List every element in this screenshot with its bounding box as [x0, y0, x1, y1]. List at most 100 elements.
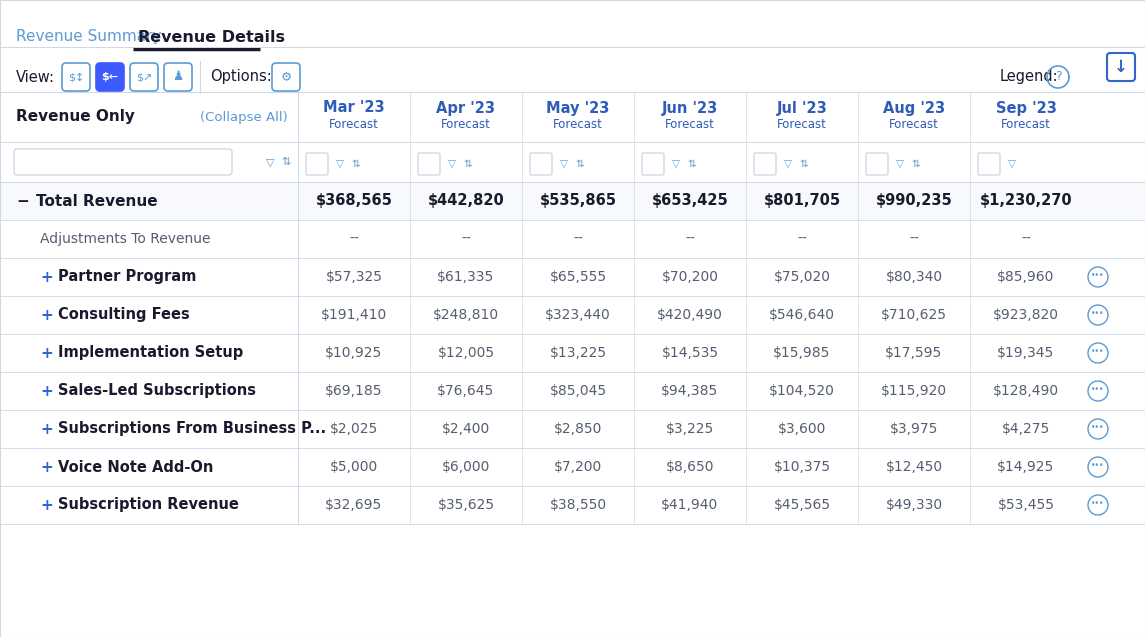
Text: Sep '23: Sep '23 [995, 101, 1057, 115]
Text: Mar '23: Mar '23 [323, 101, 385, 115]
Text: Voice Note Add-On: Voice Note Add-On [58, 459, 213, 475]
FancyBboxPatch shape [418, 153, 440, 175]
Text: ⇅: ⇅ [911, 159, 921, 169]
Text: Implementation Setup: Implementation Setup [58, 345, 243, 361]
Text: $990,235: $990,235 [876, 194, 953, 208]
Text: $61,335: $61,335 [437, 270, 495, 284]
Text: $191,410: $191,410 [321, 308, 387, 322]
Text: $3,975: $3,975 [890, 422, 938, 436]
Text: ▽: ▽ [266, 157, 275, 167]
Text: $2,025: $2,025 [330, 422, 378, 436]
Text: --: -- [909, 232, 919, 246]
FancyBboxPatch shape [0, 182, 1145, 220]
Text: $653,425: $653,425 [652, 194, 728, 208]
Text: $12,450: $12,450 [885, 460, 942, 474]
FancyBboxPatch shape [866, 153, 889, 175]
Text: ▽: ▽ [672, 159, 680, 169]
Text: $↕: $↕ [68, 72, 85, 82]
Text: $12,005: $12,005 [437, 346, 495, 360]
Text: $38,550: $38,550 [550, 498, 607, 512]
Text: ?: ? [1055, 71, 1061, 83]
Text: Partner Program: Partner Program [58, 269, 197, 285]
Text: +: + [40, 497, 53, 513]
Text: Legend:: Legend: [1000, 69, 1059, 85]
Text: $32,695: $32,695 [325, 498, 382, 512]
Text: ▽: ▽ [897, 159, 905, 169]
Text: Apr '23: Apr '23 [436, 101, 496, 115]
Text: Forecast: Forecast [665, 118, 714, 131]
Text: $49,330: $49,330 [885, 498, 942, 512]
FancyBboxPatch shape [0, 92, 1145, 142]
Text: ↓: ↓ [1114, 58, 1128, 76]
Text: ▽: ▽ [335, 159, 343, 169]
Text: +: + [40, 422, 53, 436]
Text: $53,455: $53,455 [997, 498, 1055, 512]
Text: --: -- [349, 232, 358, 246]
FancyBboxPatch shape [755, 153, 776, 175]
Text: $15,985: $15,985 [773, 346, 830, 360]
Text: Forecast: Forecast [1001, 118, 1051, 131]
Text: $7,200: $7,200 [554, 460, 602, 474]
Text: ▽: ▽ [784, 159, 792, 169]
Text: Options:: Options: [210, 69, 271, 85]
Text: $5,000: $5,000 [330, 460, 378, 474]
Text: $10,925: $10,925 [325, 346, 382, 360]
FancyBboxPatch shape [978, 153, 1000, 175]
Text: Revenue Details: Revenue Details [139, 29, 285, 45]
Text: $85,960: $85,960 [997, 270, 1055, 284]
Text: $2,400: $2,400 [442, 422, 490, 436]
Text: $546,640: $546,640 [769, 308, 835, 322]
Text: $69,185: $69,185 [325, 384, 382, 398]
Text: $1,230,270: $1,230,270 [980, 194, 1073, 208]
Text: Forecast: Forecast [777, 118, 827, 131]
Text: •••: ••• [1091, 348, 1105, 357]
Text: Jul '23: Jul '23 [776, 101, 828, 115]
Text: ⇅: ⇅ [688, 159, 696, 169]
Text: $801,705: $801,705 [764, 194, 840, 208]
Text: $14,535: $14,535 [662, 346, 719, 360]
FancyBboxPatch shape [96, 63, 124, 91]
Text: ♟: ♟ [173, 71, 183, 83]
Text: Forecast: Forecast [553, 118, 603, 131]
Text: (Collapse All): (Collapse All) [200, 110, 289, 124]
FancyBboxPatch shape [14, 149, 232, 175]
Text: $104,520: $104,520 [769, 384, 835, 398]
Text: +: + [40, 383, 53, 399]
Text: $94,385: $94,385 [662, 384, 719, 398]
Text: $85,045: $85,045 [550, 384, 607, 398]
Text: $17,595: $17,595 [885, 346, 942, 360]
Text: $6,000: $6,000 [442, 460, 490, 474]
Text: $19,345: $19,345 [997, 346, 1055, 360]
FancyBboxPatch shape [306, 153, 327, 175]
Text: Total Revenue: Total Revenue [35, 194, 158, 208]
Text: $115,920: $115,920 [881, 384, 947, 398]
Text: Forecast: Forecast [889, 118, 939, 131]
Text: ▽: ▽ [448, 159, 456, 169]
Text: $923,820: $923,820 [993, 308, 1059, 322]
Text: ⚙: ⚙ [281, 71, 292, 83]
Text: $35,625: $35,625 [437, 498, 495, 512]
Text: •••: ••• [1091, 271, 1105, 280]
Text: --: -- [574, 232, 583, 246]
Text: Subscriptions From Business P...: Subscriptions From Business P... [58, 422, 326, 436]
Text: •••: ••• [1091, 385, 1105, 394]
Text: −: − [16, 194, 29, 208]
Text: $8,650: $8,650 [665, 460, 714, 474]
Text: $442,820: $442,820 [427, 194, 505, 208]
Text: +: + [40, 269, 53, 285]
FancyBboxPatch shape [530, 153, 552, 175]
Text: $2,850: $2,850 [554, 422, 602, 436]
Text: Forecast: Forecast [329, 118, 379, 131]
Text: ⇅: ⇅ [464, 159, 473, 169]
Text: $248,810: $248,810 [433, 308, 499, 322]
Text: Jun '23: Jun '23 [662, 101, 718, 115]
Text: •••: ••• [1091, 461, 1105, 471]
Text: $3,225: $3,225 [666, 422, 714, 436]
Text: ⇅: ⇅ [282, 157, 291, 167]
FancyBboxPatch shape [0, 142, 1145, 182]
Text: $←: $← [102, 72, 119, 82]
Text: $3,600: $3,600 [777, 422, 827, 436]
Text: May '23: May '23 [546, 101, 609, 115]
Text: Sales-Led Subscriptions: Sales-Led Subscriptions [58, 383, 256, 399]
Text: ▽: ▽ [560, 159, 568, 169]
